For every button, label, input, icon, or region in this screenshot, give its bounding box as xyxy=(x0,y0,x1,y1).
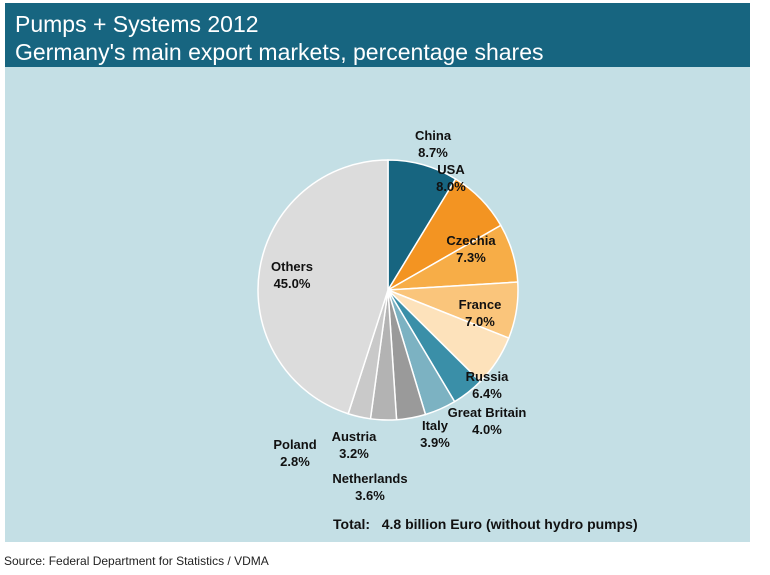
slice-value-usa: 8.0% xyxy=(436,179,466,194)
slice-value-russia: 6.4% xyxy=(472,386,502,401)
slice-value-netherlands: 3.6% xyxy=(355,488,385,503)
slice-label-poland: Poland xyxy=(273,437,316,452)
slice-value-great-britain: 4.0% xyxy=(472,422,502,437)
slice-value-italy: 3.9% xyxy=(420,435,450,450)
slice-value-czechia: 7.3% xyxy=(456,250,486,265)
pie-slice-others xyxy=(257,159,389,415)
slice-value-france: 7.0% xyxy=(465,314,495,329)
slice-label-italy: Italy xyxy=(422,418,449,433)
slice-label-china: China xyxy=(415,128,452,143)
slice-value-austria: 3.2% xyxy=(339,446,369,461)
slice-label-netherlands: Netherlands xyxy=(332,471,407,486)
slice-label-others: Others xyxy=(271,259,313,274)
slice-value-china: 8.7% xyxy=(418,145,448,160)
chart-subtitle: Germany's main export markets, percentag… xyxy=(15,39,544,65)
slice-label-russia: Russia xyxy=(466,369,509,384)
slice-label-france: France xyxy=(459,297,502,312)
slice-label-austria: Austria xyxy=(332,429,378,444)
slice-value-others: 45.0% xyxy=(274,276,311,291)
total-label: Total: xyxy=(333,516,371,532)
source-note: Source: Federal Department for Statistic… xyxy=(4,554,269,568)
chart-title: Pumps + Systems 2012 xyxy=(15,11,259,37)
pie-chart: China 8.7% USA 8.0% Czechia 7.3% France 7.0% Rus… xyxy=(257,128,527,503)
slice-value-poland: 2.8% xyxy=(280,454,310,469)
slice-label-czechia: Czechia xyxy=(446,233,496,248)
chart-header: Pumps + Systems 2012 Germany's main expo… xyxy=(5,3,750,67)
total-value: 4.8 billion Euro (without hydro pumps) xyxy=(381,516,638,532)
total-note: Total: 4.8 billion Euro (without hydro p… xyxy=(333,516,638,532)
slice-label-usa: USA xyxy=(437,162,465,177)
chart-panel: China 8.7% USA 8.0% Czechia 7.3% France 7.0% Rus… xyxy=(5,67,750,542)
slice-label-great-britain: Great Britain xyxy=(448,405,527,420)
